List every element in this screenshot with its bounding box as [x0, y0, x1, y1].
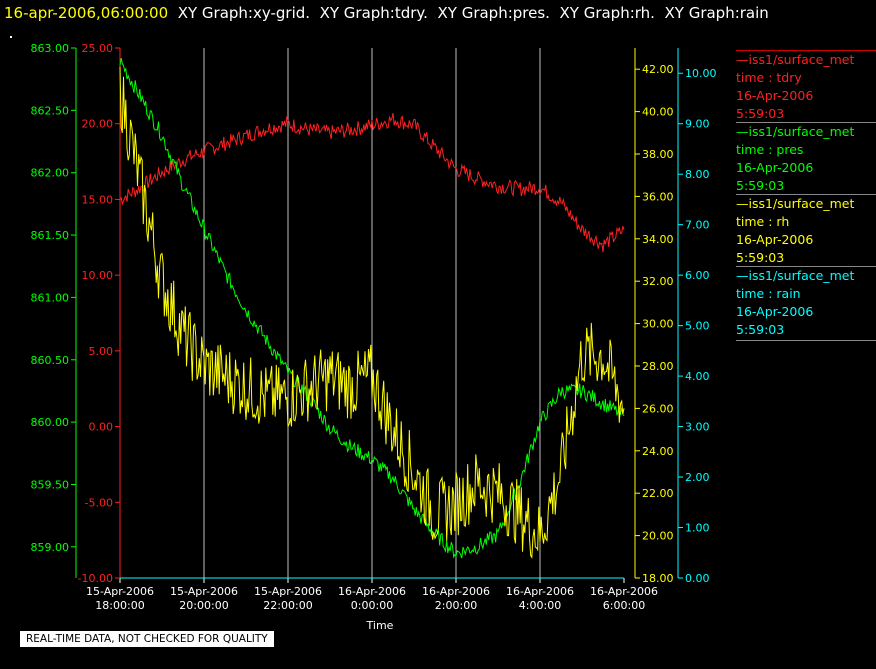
tdry-tick-label: -10.00: [78, 572, 113, 585]
legend-time: 5:59:03: [736, 106, 785, 121]
legend-source: —iss1/surface_met: [736, 124, 855, 139]
graph-title-rain: XY Graph:rain: [664, 4, 769, 22]
rh-tick-label: 24.00: [642, 445, 674, 458]
x-axis-label: Time: [366, 619, 394, 632]
rain-tick-label: 4.00: [685, 370, 710, 383]
rain-tick-label: 7.00: [685, 219, 710, 232]
pres-tick-label: 861.00: [31, 291, 70, 304]
pres-tick-label: 859.50: [31, 478, 70, 491]
legend-label: time : rh: [736, 214, 790, 229]
pres-tick-label: 863.00: [31, 42, 70, 55]
rh-tick-label: 30.00: [642, 318, 674, 331]
rh-tick-label: 34.00: [642, 233, 674, 246]
x-tick-label: 15-Apr-2006: [86, 585, 154, 598]
legend-pres: —iss1/surface_met time : pres 16-Apr-200…: [736, 122, 876, 195]
legend-date: 16-Apr-2006: [736, 160, 814, 175]
x-tick-label: 16-Apr-2006: [506, 585, 574, 598]
rh-tick-label: 18.00: [642, 572, 674, 585]
tdry-tick-label: 10.00: [82, 269, 114, 282]
x-tick-label: 16-Apr-2006: [590, 585, 658, 598]
legend-date: 16-Apr-2006: [736, 232, 814, 247]
pres-tick-label: 861.50: [31, 229, 70, 242]
x-tick-label: 2:00:00: [435, 599, 477, 612]
legend-rh: —iss1/surface_met time : rh 16-Apr-2006 …: [736, 194, 876, 267]
legend-date: 16-Apr-2006: [736, 304, 814, 319]
rain-tick-label: 9.00: [685, 118, 710, 131]
tdry-tick-label: 25.00: [82, 42, 114, 55]
pres-tick-label: 862.50: [31, 104, 70, 117]
rain-tick-label: 2.00: [685, 471, 710, 484]
timestamp: 16-apr-2006,06:00:00: [4, 4, 169, 22]
legend-rain: —iss1/surface_met time : rain 16-Apr-200…: [736, 266, 876, 341]
tdry-tick-label: 15.00: [82, 193, 114, 206]
x-tick-label: 20:00:00: [179, 599, 228, 612]
x-tick-label: 6:00:00: [603, 599, 645, 612]
legend-time: 5:59:03: [736, 322, 785, 337]
rh-tick-label: 28.00: [642, 360, 674, 373]
series-line-rh: [119, 66, 625, 559]
x-tick-label: 15-Apr-2006: [170, 585, 238, 598]
pres-tick-label: 860.00: [31, 416, 70, 429]
rain-tick-label: 0.00: [685, 572, 710, 585]
dot-marker: [10, 36, 12, 38]
rh-tick-label: 22.00: [642, 487, 674, 500]
x-tick-label: 18:00:00: [95, 599, 144, 612]
legend-time: 5:59:03: [736, 178, 785, 193]
x-tick-label: 15-Apr-2006: [254, 585, 322, 598]
graph-title-rh: XY Graph:rh.: [559, 4, 655, 22]
rain-tick-label: 10.00: [685, 67, 717, 80]
legend-source: —iss1/surface_met: [736, 268, 855, 283]
rain-tick-label: 3.00: [685, 421, 710, 434]
tdry-tick-label: 20.00: [82, 118, 114, 131]
legend-separator: [736, 50, 876, 51]
quality-notice: REAL-TIME DATA, NOT CHECKED FOR QUALITY: [20, 631, 274, 647]
title-bar: 16-apr-2006,06:00:00 XY Graph:xy-grid. X…: [4, 4, 769, 22]
x-tick-label: 4:00:00: [519, 599, 561, 612]
pres-tick-label: 859.00: [31, 541, 70, 554]
series-line-tdry: [119, 112, 625, 253]
rain-tick-label: 8.00: [685, 168, 710, 181]
x-tick-label: 22:00:00: [263, 599, 312, 612]
legend-label: time : pres: [736, 142, 804, 157]
rh-tick-label: 42.00: [642, 63, 674, 76]
x-tick-label: 16-Apr-2006: [338, 585, 406, 598]
graph-title-tdry: XY Graph:tdry.: [319, 4, 428, 22]
legend-source: —iss1/surface_met: [736, 196, 855, 211]
rh-tick-label: 38.00: [642, 148, 674, 161]
pres-tick-label: 860.50: [31, 354, 70, 367]
legend-date: 16-Apr-2006: [736, 88, 814, 103]
legend-label: time : rain: [736, 286, 801, 301]
graph-title-xy-grid: XY Graph:xy-grid.: [177, 4, 311, 22]
graph-title-pres: XY Graph:pres.: [437, 4, 550, 22]
rh-tick-label: 40.00: [642, 106, 674, 119]
rain-tick-label: 6.00: [685, 269, 710, 282]
x-tick-label: 0:00:00: [351, 599, 393, 612]
rh-tick-label: 20.00: [642, 530, 674, 543]
rh-tick-label: 36.00: [642, 190, 674, 203]
x-tick-label: 16-Apr-2006: [422, 585, 490, 598]
series-line-pres: [119, 58, 625, 559]
legend-tdry: —iss1/surface_met time : tdry 16-Apr-200…: [736, 50, 876, 123]
tdry-tick-label: -5.00: [85, 496, 113, 509]
legend-label: time : tdry: [736, 70, 802, 85]
legend-separator: [736, 266, 876, 267]
rh-tick-label: 26.00: [642, 402, 674, 415]
legend-time: 5:59:03: [736, 250, 785, 265]
legend-separator: [736, 340, 876, 341]
pres-tick-label: 862.00: [31, 167, 70, 180]
legend-separator: [736, 194, 876, 195]
tdry-tick-label: 0.00: [89, 421, 114, 434]
legend-separator: [736, 122, 876, 123]
rain-tick-label: 5.00: [685, 320, 710, 333]
legend-source: —iss1/surface_met: [736, 52, 855, 67]
rain-tick-label: 1.00: [685, 522, 710, 535]
tdry-tick-label: 5.00: [89, 345, 114, 358]
rh-tick-label: 32.00: [642, 275, 674, 288]
